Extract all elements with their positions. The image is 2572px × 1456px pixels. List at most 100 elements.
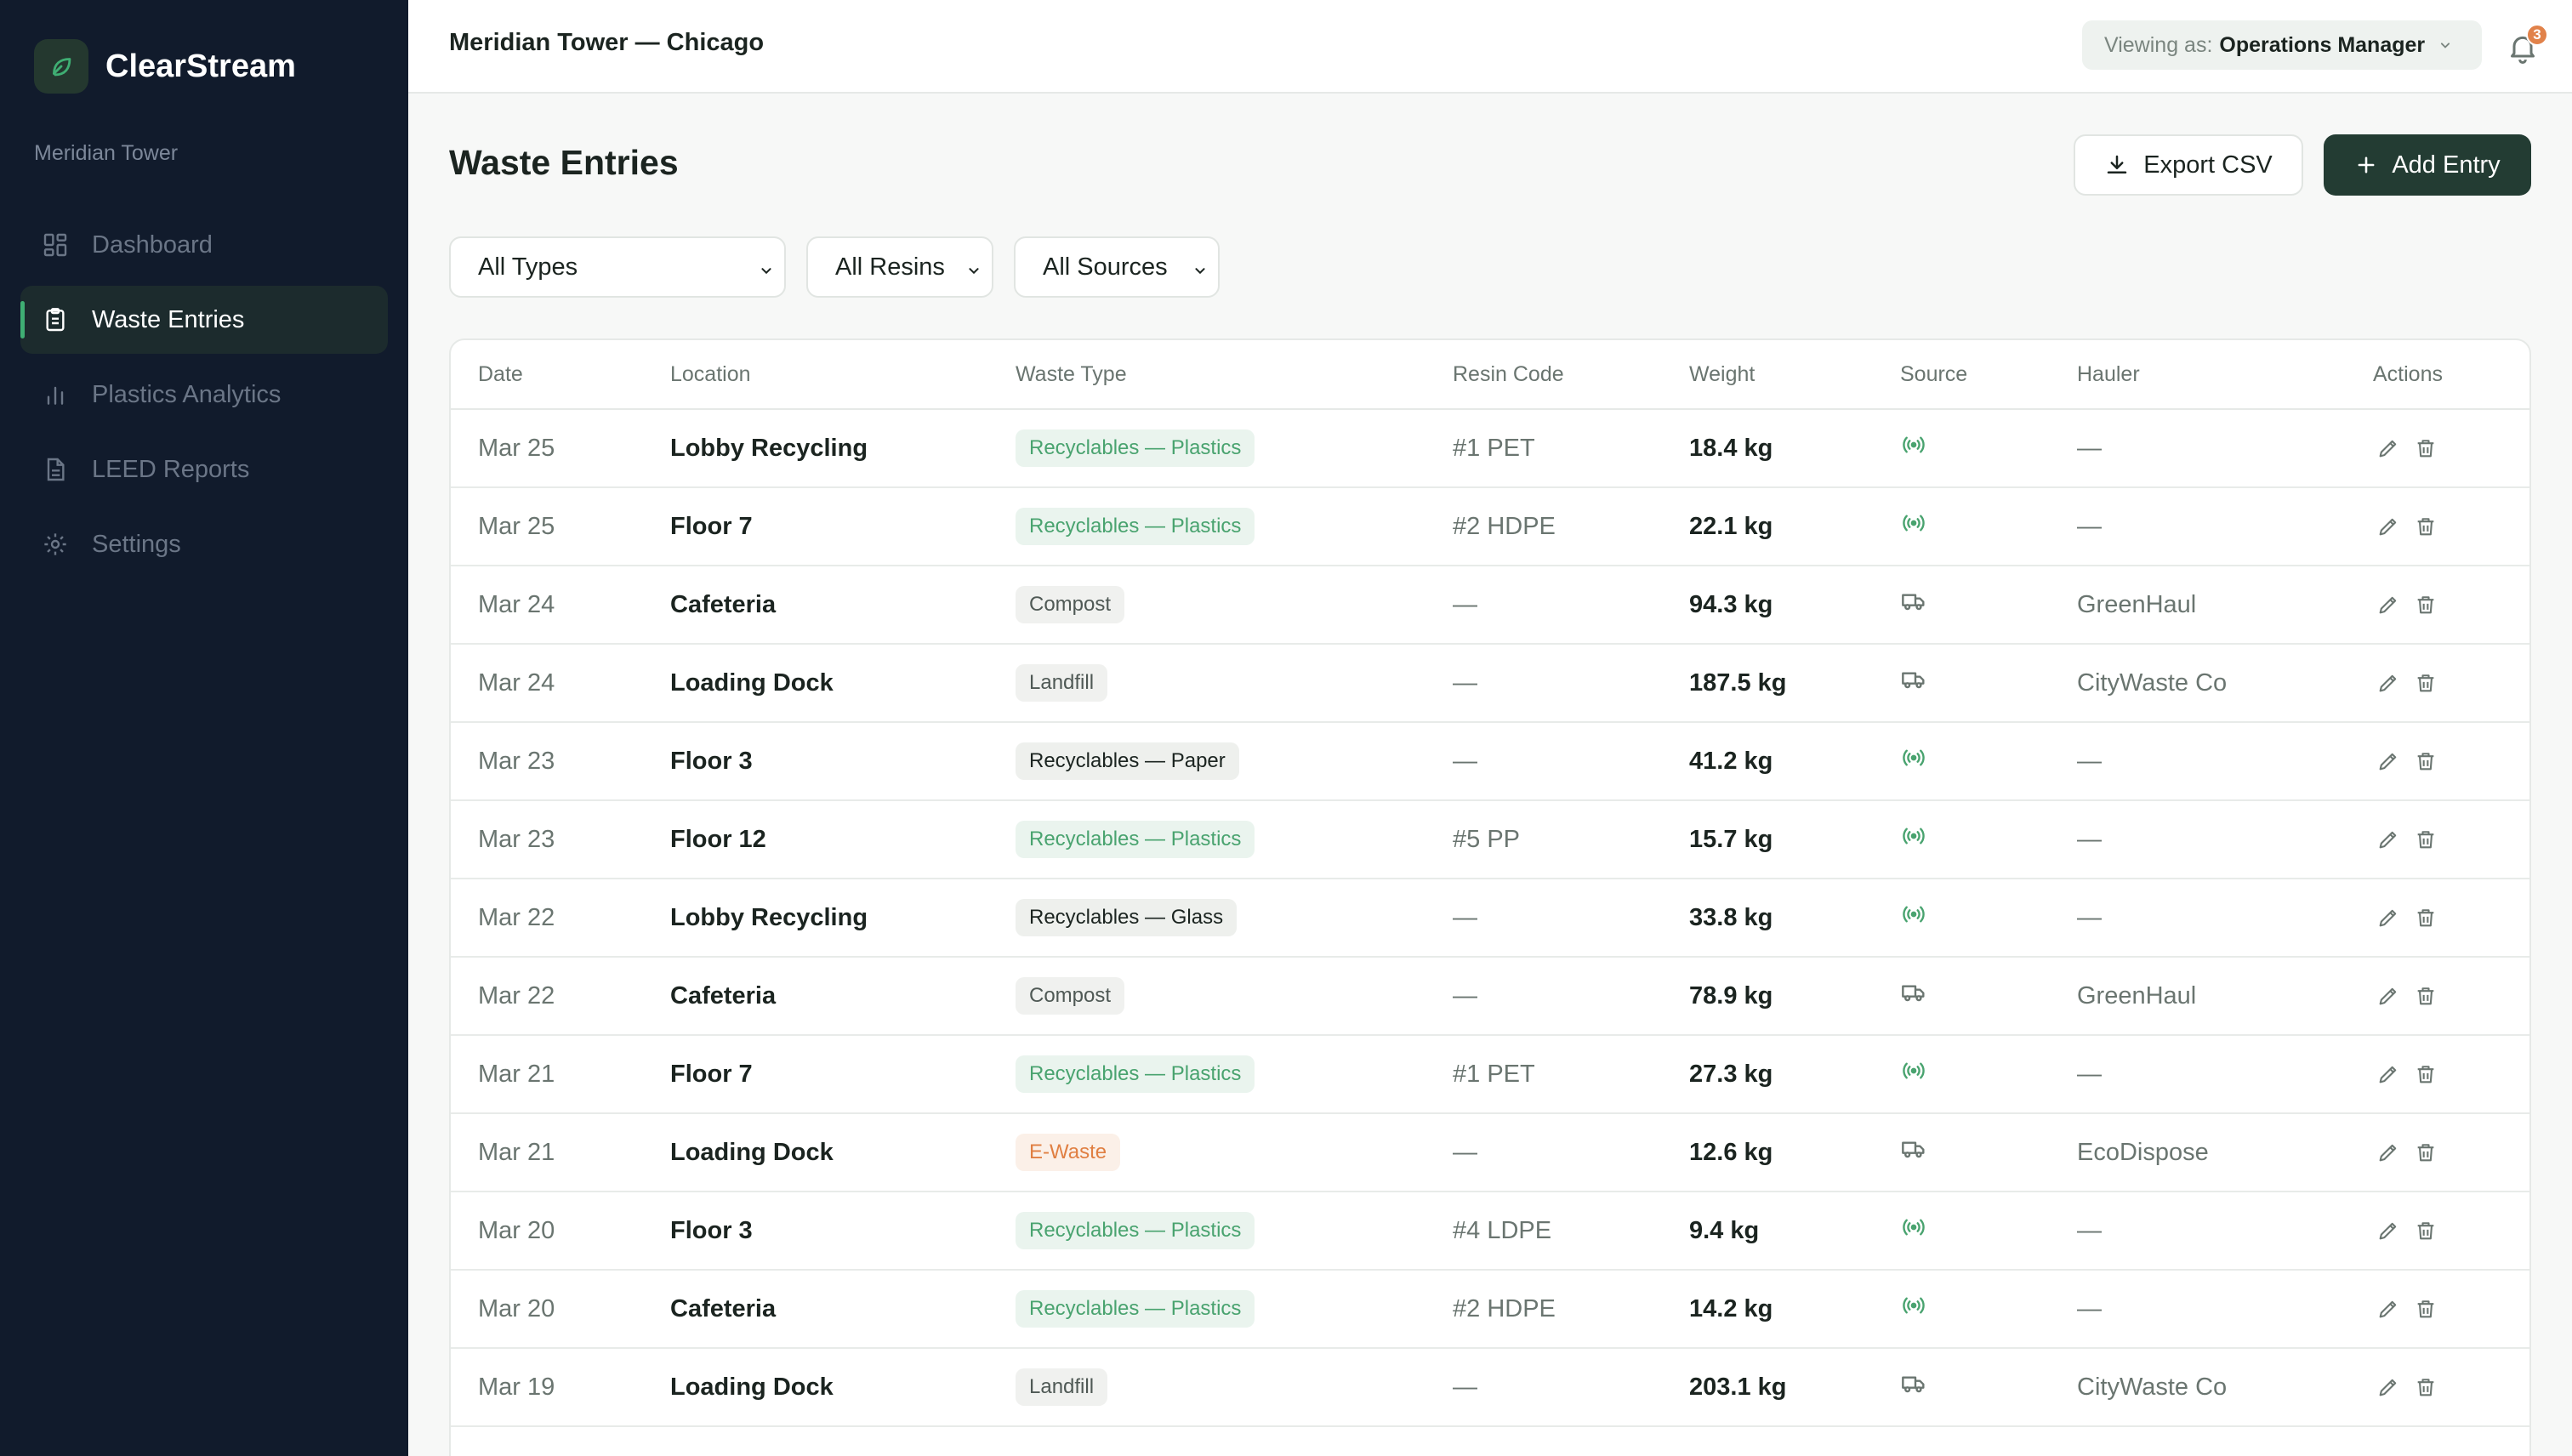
table-row[interactable]: Mar 24 Cafeteria Compost — 94.3 kg GreenHaul xyxy=(451,566,2529,645)
sidebar-item-leed-reports[interactable]: LEED Reports xyxy=(20,435,388,503)
chevron-down-icon xyxy=(1191,259,1209,287)
cell-date: Mar 24 xyxy=(478,668,555,697)
table-row[interactable]: Mar 23 Floor 3 Recyclables — Paper — 41.2 kg… xyxy=(451,723,2529,801)
waste-type-badge: Recyclables — Plastics xyxy=(1016,1055,1255,1093)
table-row[interactable]: Mar 20 Cafeteria Recyclables — Plastics #2 … xyxy=(451,1271,2529,1349)
column-header-source: Source xyxy=(1900,362,1968,386)
cell-date: Mar 25 xyxy=(478,434,555,462)
cell-hauler: — xyxy=(2077,1216,2102,1244)
cell-location: Loading Dock xyxy=(670,1373,834,1401)
role-switcher[interactable]: Viewing as: Operations Manager xyxy=(2082,20,2482,70)
cell-hauler: — xyxy=(2077,434,2102,462)
cell-hauler: — xyxy=(2077,512,2102,540)
delete-icon[interactable] xyxy=(2410,668,2441,698)
sensor-icon xyxy=(1900,901,1927,935)
delete-icon[interactable] xyxy=(2410,589,2441,620)
table-row[interactable]: Mar 21 Loading Dock E-Waste — 12.6 kg EcoDisp… xyxy=(451,1114,2529,1192)
table-row[interactable]: Mar 23 Floor 12 Recyclables — Plastics #5 P… xyxy=(451,801,2529,879)
cell-location: Loading Dock xyxy=(670,1138,834,1166)
filter-source-select[interactable]: All Sources xyxy=(1014,236,1220,298)
cell-location: Cafeteria xyxy=(670,590,777,618)
edit-icon[interactable] xyxy=(2373,981,2404,1011)
sidebar-item-settings[interactable]: Settings xyxy=(20,510,388,578)
chevron-down-icon xyxy=(964,259,983,287)
table-row[interactable]: Mar 19 Loading Dock Landfill — 203.1 kg CityW… xyxy=(451,1349,2529,1427)
edit-icon[interactable] xyxy=(2373,433,2404,464)
cell-date: Mar 21 xyxy=(478,1060,555,1088)
bar-chart-icon xyxy=(41,380,70,409)
delete-icon[interactable] xyxy=(2410,1372,2441,1402)
cell-resin-code: #1 PET xyxy=(1453,1060,1535,1088)
cell-hauler: CityWaste Co xyxy=(2077,1373,2228,1401)
sensor-icon xyxy=(1900,744,1927,778)
cell-resin-code: #1 PET xyxy=(1453,434,1535,462)
edit-icon[interactable] xyxy=(2373,1137,2404,1168)
edit-icon[interactable] xyxy=(2373,1059,2404,1089)
table-row[interactable]: Mar 24 Loading Dock Landfill — 187.5 kg CityW… xyxy=(451,645,2529,723)
table-row[interactable]: Mar 25 Floor 7 Recyclables — Plastics #2 HD… xyxy=(451,488,2529,566)
notifications-button[interactable]: 3 xyxy=(2504,24,2548,68)
column-header-resin-code: Resin Code xyxy=(1453,362,1564,386)
cell-source xyxy=(1900,723,1927,799)
column-header-hauler: Hauler xyxy=(2077,362,2140,386)
delete-icon[interactable] xyxy=(2410,1294,2441,1324)
delete-icon[interactable] xyxy=(2410,511,2441,542)
waste-type-badge: Recyclables — Plastics xyxy=(1016,429,1255,467)
waste-type-badge: Recyclables — Plastics xyxy=(1016,508,1255,545)
delete-icon[interactable] xyxy=(2410,902,2441,933)
sidebar-item-waste-entries[interactable]: Waste Entries xyxy=(20,286,388,354)
sidebar-item-dashboard[interactable]: Dashboard xyxy=(20,211,388,279)
chevron-down-icon xyxy=(757,259,776,287)
delete-icon[interactable] xyxy=(2410,824,2441,855)
export-csv-button[interactable]: Export CSV xyxy=(2074,134,2303,196)
table-row[interactable]: Mar 20 Floor 3 Recyclables — Plastics #4 LD… xyxy=(451,1192,2529,1271)
edit-icon[interactable] xyxy=(2373,1215,2404,1246)
cell-weight: 41.2 kg xyxy=(1689,747,1773,775)
cell-date: Mar 19 xyxy=(478,1373,555,1401)
edit-icon[interactable] xyxy=(2373,668,2404,698)
edit-icon[interactable] xyxy=(2373,1372,2404,1402)
edit-icon[interactable] xyxy=(2373,1294,2404,1324)
leaf-logo-icon xyxy=(34,39,88,94)
cell-resin-code: — xyxy=(1453,590,1477,618)
brand[interactable]: ClearStream xyxy=(34,39,296,94)
cell-location: Floor 3 xyxy=(670,747,753,775)
cell-resin-code: — xyxy=(1453,1138,1477,1166)
cell-hauler: GreenHaul xyxy=(2077,981,2197,1010)
download-icon xyxy=(2104,152,2130,178)
table-row[interactable]: Mar 22 Lobby Recycling Recyclables — Glass… xyxy=(451,879,2529,958)
delete-icon[interactable] xyxy=(2410,981,2441,1011)
role-switcher-value: Operations Manager xyxy=(2219,32,2426,57)
cell-source xyxy=(1900,488,1927,565)
edit-icon[interactable] xyxy=(2373,746,2404,776)
table-row[interactable]: Mar 22 Cafeteria Compost — 78.9 kg GreenHaul xyxy=(451,958,2529,1036)
delete-icon[interactable] xyxy=(2410,433,2441,464)
filter-resin-select[interactable]: All Resins xyxy=(806,236,993,298)
edit-icon[interactable] xyxy=(2373,902,2404,933)
waste-type-badge: Compost xyxy=(1016,977,1125,1015)
truck-icon xyxy=(1900,588,1927,622)
gear-icon xyxy=(41,530,70,559)
cell-waste-type: Recyclables — Plastics xyxy=(1016,1036,1255,1112)
waste-type-badge: Recyclables — Glass xyxy=(1016,899,1238,936)
cell-weight: 33.8 kg xyxy=(1689,903,1773,931)
edit-icon[interactable] xyxy=(2373,511,2404,542)
cell-weight: 15.7 kg xyxy=(1689,825,1773,853)
table-row[interactable]: Mar 25 Lobby Recycling Recyclables — Plast… xyxy=(451,410,2529,488)
delete-icon[interactable] xyxy=(2410,1137,2441,1168)
page-title: Waste Entries xyxy=(449,143,679,182)
edit-icon[interactable] xyxy=(2373,824,2404,855)
edit-icon[interactable] xyxy=(2373,589,2404,620)
filter-type-select[interactable]: All Types xyxy=(449,236,786,298)
workspace-label: Meridian Tower xyxy=(34,141,179,165)
table-row[interactable]: Mar 21 Floor 7 Recyclables — Plastics #1 PE… xyxy=(451,1036,2529,1114)
sidebar-item-plastics-analytics[interactable]: Plastics Analytics xyxy=(20,361,388,429)
cell-hauler: — xyxy=(2077,747,2102,775)
delete-icon[interactable] xyxy=(2410,1059,2441,1089)
delete-icon[interactable] xyxy=(2410,746,2441,776)
delete-icon[interactable] xyxy=(2410,1215,2441,1246)
cell-waste-type: Recyclables — Glass xyxy=(1016,879,1238,956)
add-entry-button[interactable]: Add Entry xyxy=(2324,134,2531,196)
waste-type-badge: Landfill xyxy=(1016,664,1108,702)
